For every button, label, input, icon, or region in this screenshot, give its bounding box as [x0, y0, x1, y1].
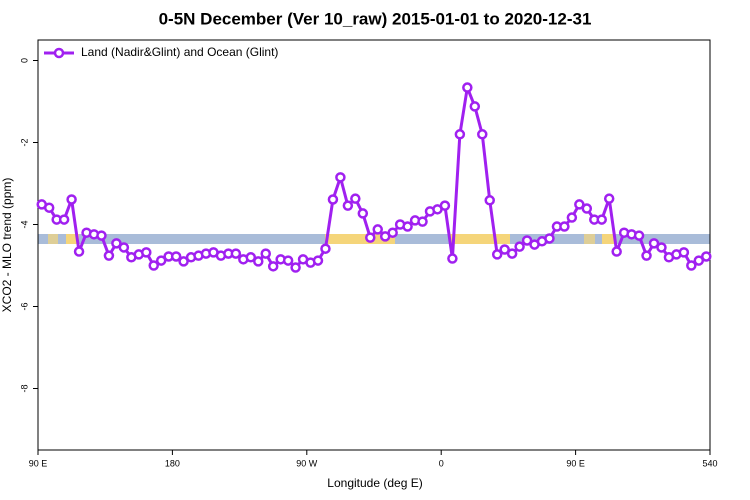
data-point	[43, 202, 55, 213]
data-point	[633, 230, 645, 241]
data-point	[387, 227, 398, 238]
data-point	[365, 232, 376, 243]
data-point	[260, 248, 271, 259]
data-point	[581, 203, 593, 214]
y-tick-label: 0	[19, 58, 29, 63]
data-point	[357, 208, 369, 219]
data-point	[701, 251, 712, 262]
data-point	[155, 255, 167, 266]
data-point	[611, 246, 622, 257]
data-point	[103, 250, 115, 261]
x-tick-label: 540	[702, 458, 717, 468]
data-point	[648, 238, 660, 249]
data-point	[342, 200, 354, 211]
data-point	[566, 212, 578, 223]
data-point	[73, 246, 85, 257]
land-band	[450, 234, 510, 244]
data-point	[686, 260, 697, 271]
data-point	[111, 238, 122, 249]
y-tick-label: -6	[19, 302, 29, 310]
data-point	[447, 253, 458, 264]
data-point	[350, 193, 361, 204]
data-point	[320, 243, 331, 254]
legend-label: Land (Nadir&Glint) and Ocean (Glint)	[81, 45, 278, 59]
land-band	[66, 234, 79, 244]
data-point	[96, 230, 107, 241]
x-tick-label: 90 E	[566, 458, 585, 468]
data-point	[454, 129, 466, 140]
data-point	[544, 233, 555, 244]
data-point	[58, 214, 70, 225]
data-point	[693, 255, 705, 266]
data-point	[678, 247, 690, 258]
x-tick-label: 90 W	[296, 458, 318, 468]
y-tick-label: -4	[19, 220, 29, 228]
data-point	[514, 241, 525, 252]
data-point	[230, 248, 242, 259]
data-point	[477, 129, 488, 140]
data-point	[574, 199, 585, 210]
data-point	[491, 249, 503, 260]
data-point	[372, 224, 383, 235]
data-point	[656, 242, 667, 253]
data-point	[312, 255, 324, 266]
x-tick-label: 0	[439, 458, 444, 468]
data-point	[439, 200, 451, 211]
data-point	[282, 255, 294, 266]
data-point	[170, 251, 182, 262]
data-point	[603, 193, 615, 204]
x-tick-label: 90 E	[29, 458, 48, 468]
data-point	[521, 235, 533, 246]
legend-marker	[53, 47, 65, 59]
y-tick-label: -8	[19, 384, 29, 392]
data-point	[469, 101, 481, 112]
data-point	[402, 221, 413, 232]
x-axis-label: Longitude (deg E)	[327, 476, 422, 490]
y-tick-label: -2	[19, 138, 29, 146]
land-band	[584, 234, 595, 244]
y-axis-label: XCO2 - MLO trend (ppm)	[0, 178, 14, 313]
data-point	[506, 248, 518, 259]
data-point	[559, 221, 570, 232]
data-point	[148, 260, 159, 271]
land-band	[48, 234, 58, 244]
data-point	[66, 194, 77, 205]
plot-frame	[37, 39, 711, 451]
data-point	[267, 261, 279, 272]
data-point	[141, 247, 152, 258]
data-point	[245, 252, 257, 263]
land-band	[602, 234, 615, 244]
data-point	[499, 244, 510, 255]
data-point	[178, 256, 189, 267]
x-tick-label: 180	[165, 458, 180, 468]
data-point	[290, 262, 301, 273]
data-point	[253, 256, 264, 267]
data-point	[484, 195, 495, 206]
data-point	[118, 242, 130, 253]
data-point	[462, 82, 473, 93]
data-point	[596, 214, 607, 225]
data-point	[327, 194, 339, 205]
data-point	[641, 250, 652, 261]
data-point	[417, 216, 428, 227]
land-band	[325, 234, 395, 244]
chart-title: 0-5N December (Ver 10_raw) 2015-01-01 to…	[159, 9, 592, 28]
data-point	[335, 172, 346, 183]
